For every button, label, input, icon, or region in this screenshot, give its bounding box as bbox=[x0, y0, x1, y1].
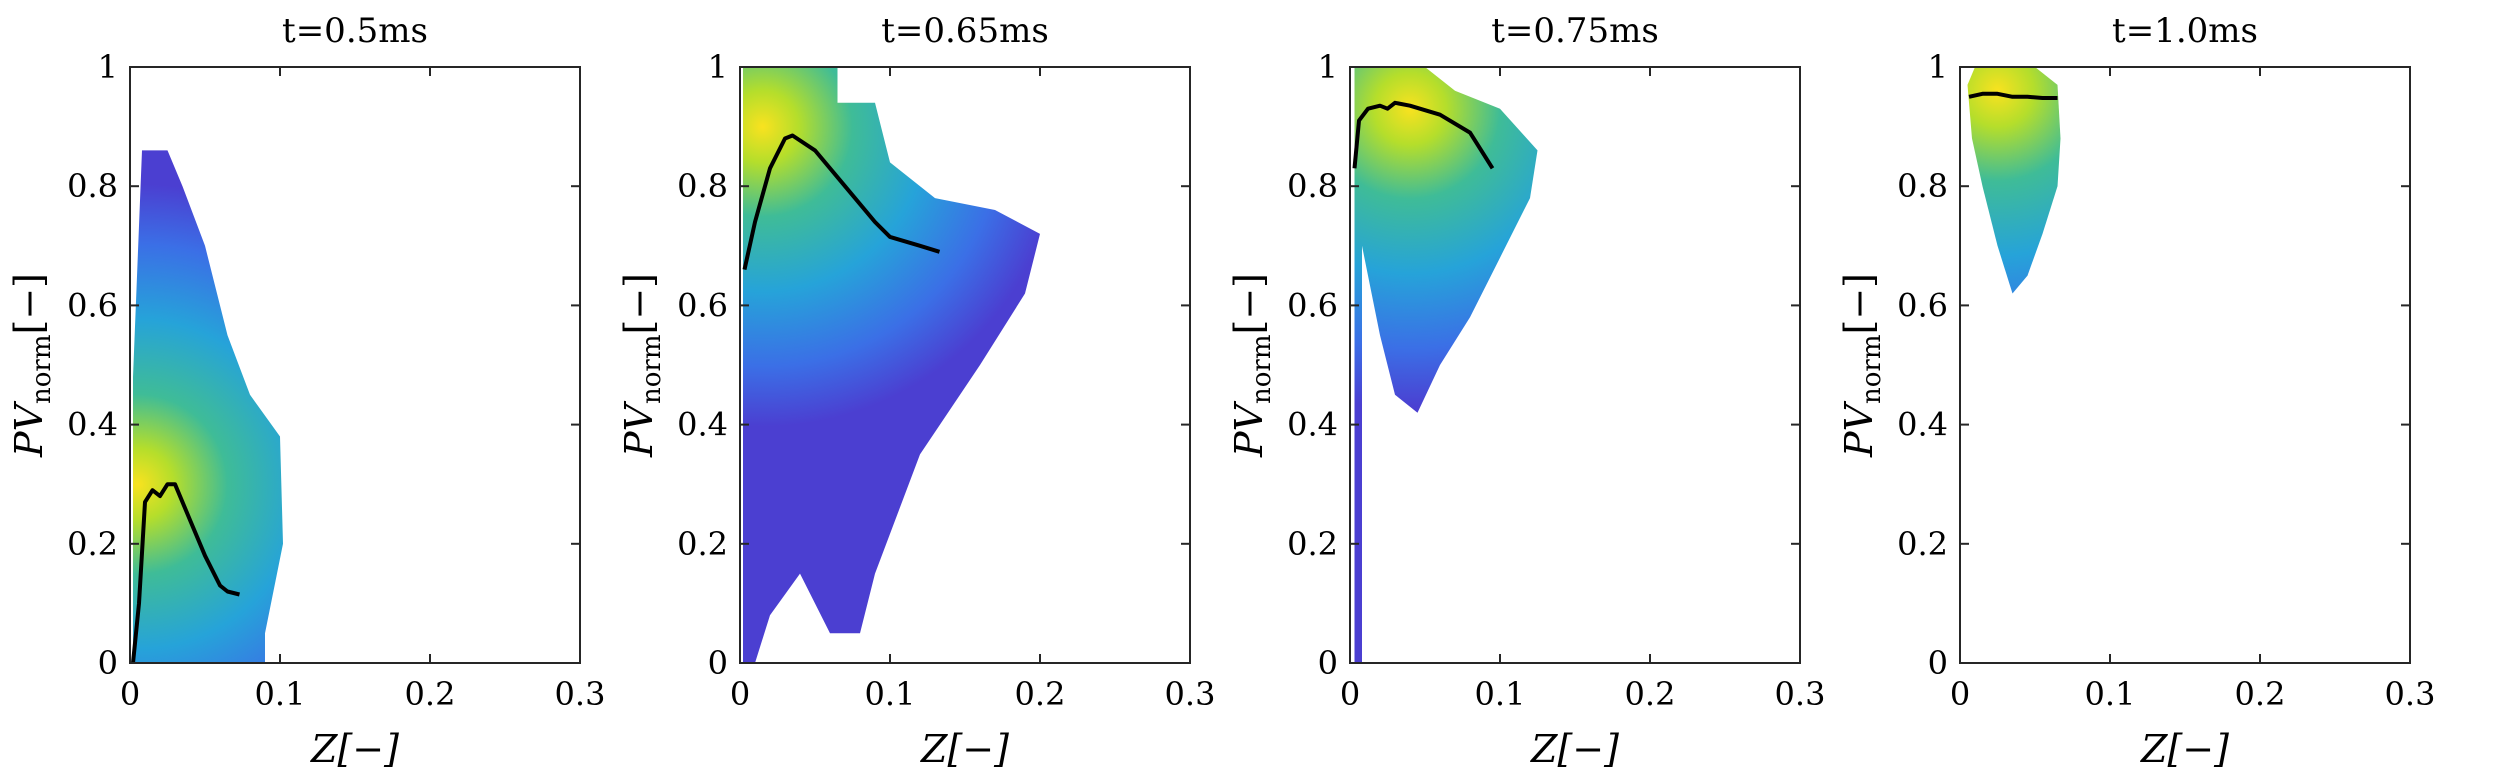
y-tick-label: 0.4 bbox=[1287, 406, 1338, 444]
y-tick-label: 0 bbox=[708, 644, 728, 682]
density-region bbox=[1967, 67, 2061, 294]
y-tick-label: 1 bbox=[708, 48, 728, 86]
panel-2: 0 0.1 0.2 0.3 0 0.2 0.4 0.6 0.8 1 t=0.65ms Z[−] PVno… bbox=[617, 11, 1215, 771]
y-axis-label: PVnorm[−] bbox=[1837, 273, 1887, 458]
x-tick-label: 0.3 bbox=[555, 675, 606, 713]
x-axis-label: Z[−] bbox=[310, 727, 399, 771]
y-axis-label: PVnorm[−] bbox=[1227, 273, 1277, 458]
y-tick-label: 0 bbox=[98, 644, 118, 682]
svg-text:PVnorm[−]: PVnorm[−] bbox=[1227, 273, 1277, 458]
y-tick-label: 0.6 bbox=[1897, 286, 1948, 324]
x-tick-label: 0.1 bbox=[1475, 675, 1526, 713]
y-axis-label: PVnorm[−] bbox=[7, 273, 57, 458]
y-label-base: PV bbox=[7, 400, 51, 458]
mean-curve bbox=[1968, 91, 2058, 100]
axes-box bbox=[129, 66, 581, 664]
x-tick-label: 0.3 bbox=[1165, 675, 1216, 713]
y-tick-label: 0.8 bbox=[1287, 167, 1338, 205]
y-label-unit: [−] bbox=[1227, 273, 1271, 335]
panel-4: 0 0.1 0.2 0.3 0 0.2 0.4 0.6 0.8 1 t=1.0ms Z[−] PVnor… bbox=[1837, 11, 2435, 771]
density-region bbox=[1354, 67, 1538, 663]
panel-title: t=1.0ms bbox=[2112, 11, 2258, 51]
y-label-unit: [−] bbox=[7, 273, 51, 335]
y-tick-label: 0.2 bbox=[1287, 525, 1338, 563]
x-tick-label: 0.2 bbox=[2235, 675, 2286, 713]
panel-title: t=0.65ms bbox=[881, 11, 1049, 51]
panel-title: t=0.5ms bbox=[282, 11, 428, 51]
svg-text:PVnorm[−]: PVnorm[−] bbox=[7, 273, 57, 458]
x-tick-label: 0 bbox=[730, 675, 750, 713]
y-tick-label: 0.4 bbox=[677, 406, 728, 444]
density-region bbox=[133, 150, 283, 663]
y-tick-label: 1 bbox=[1318, 48, 1338, 86]
y-tick-label: 0.2 bbox=[67, 525, 118, 563]
y-tick-label: 0.4 bbox=[67, 406, 118, 444]
axes-box bbox=[1349, 66, 1801, 664]
svg-text:PVnorm[−]: PVnorm[−] bbox=[1837, 273, 1887, 458]
x-tick-label: 0.1 bbox=[865, 675, 916, 713]
x-axis-label: Z[−] bbox=[2140, 727, 2229, 771]
x-tick-label: 0.1 bbox=[255, 675, 306, 713]
y-tick-label: 0.6 bbox=[677, 286, 728, 324]
y-label-unit: [−] bbox=[617, 273, 661, 335]
svg-text:PVnorm[−]: PVnorm[−] bbox=[617, 273, 667, 458]
y-tick-label: 0.2 bbox=[677, 525, 728, 563]
panel-1: 0 0.1 0.2 0.3 0 0.2 0.4 0.6 0.8 1 t=0.5ms Z[−] PVnor… bbox=[7, 11, 605, 771]
y-label-base: PV bbox=[617, 400, 661, 458]
x-axis-label: Z[−] bbox=[920, 727, 1009, 771]
y-tick-label: 0 bbox=[1928, 644, 1948, 682]
axes-box bbox=[1959, 66, 2411, 664]
y-tick-label: 1 bbox=[1928, 48, 1948, 86]
y-label-base: PV bbox=[1837, 400, 1881, 458]
x-tick-label: 0.2 bbox=[1625, 675, 1676, 713]
y-label-subscript: norm bbox=[1247, 335, 1277, 404]
x-tick-label: 0 bbox=[1340, 675, 1360, 713]
panel-3: 0 0.1 0.2 0.3 0 0.2 0.4 0.6 0.8 1 t=0.75ms Z[−] PVno… bbox=[1227, 11, 1825, 771]
y-tick-label: 0.8 bbox=[677, 167, 728, 205]
x-tick-label: 0 bbox=[120, 675, 140, 713]
x-axis-label: Z[−] bbox=[1530, 727, 1619, 771]
y-label-unit: [−] bbox=[1837, 273, 1881, 335]
y-label-subscript: norm bbox=[637, 335, 667, 404]
x-tick-label: 0.2 bbox=[1015, 675, 1066, 713]
y-tick-label: 0.6 bbox=[67, 286, 118, 324]
density-region bbox=[743, 67, 1040, 663]
y-tick-label: 0.2 bbox=[1897, 525, 1948, 563]
axes-box bbox=[739, 66, 1191, 664]
y-tick-label: 1 bbox=[98, 48, 118, 86]
panel-title: t=0.75ms bbox=[1491, 11, 1659, 51]
mean-curve bbox=[742, 133, 941, 271]
y-tick-label: 0 bbox=[1318, 644, 1338, 682]
x-tick-label: 0.3 bbox=[1775, 675, 1826, 713]
y-tick-label: 0.6 bbox=[1287, 286, 1338, 324]
y-label-base: PV bbox=[1227, 400, 1271, 458]
x-tick-label: 0.3 bbox=[2385, 675, 2436, 713]
x-tick-label: 0.1 bbox=[2085, 675, 2136, 713]
y-label-subscript: norm bbox=[27, 335, 57, 404]
x-tick-label: 0.2 bbox=[405, 675, 456, 713]
x-tick-label: 0 bbox=[1950, 675, 1970, 713]
mean-curve bbox=[1352, 100, 1495, 170]
y-tick-label: 0.8 bbox=[1897, 167, 1948, 205]
y-tick-label: 0.4 bbox=[1897, 406, 1948, 444]
y-label-subscript: norm bbox=[1857, 335, 1887, 404]
y-tick-label: 0.8 bbox=[67, 167, 118, 205]
mean-curve bbox=[131, 482, 240, 664]
y-axis-label: PVnorm[−] bbox=[617, 273, 667, 458]
